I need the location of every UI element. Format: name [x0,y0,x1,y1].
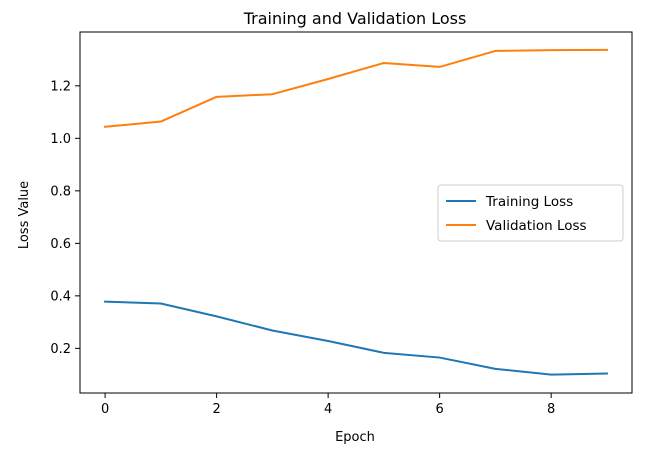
series-line-training-loss [104,300,608,376]
y-axis-label: Loss Value [17,181,32,249]
y-tick-label: 0.6 [50,237,71,252]
y-tick-label: 0.2 [50,342,71,357]
x-tick-label: 0 [101,402,109,417]
axes [79,31,633,394]
x-tick-label: 4 [324,402,332,417]
tick-group: 0 2 4 6 8 0.2 0.4 0.6 0.8 1.0 1.2 [50,79,555,417]
legend-label-training-loss: Training Loss [485,194,573,210]
legend-box [437,184,624,242]
y-tick-label: 0.4 [50,289,71,304]
legend: Training Loss Validation Loss [437,184,624,242]
chart-title: Training and Validation Loss [243,9,467,28]
plot-frame [79,31,633,394]
y-tick-label: 1.0 [50,132,71,147]
series-group [104,48,608,376]
series-line-validation-loss [104,48,608,128]
y-tick-label: 0.8 [50,184,71,199]
x-tick-label: 2 [212,402,220,417]
legend-label-validation-loss: Validation Loss [486,218,587,234]
x-tick-label: 8 [547,402,555,417]
x-tick-label: 6 [435,402,443,417]
x-axis-label: Epoch [335,430,375,445]
y-tick-label: 1.2 [50,79,71,94]
